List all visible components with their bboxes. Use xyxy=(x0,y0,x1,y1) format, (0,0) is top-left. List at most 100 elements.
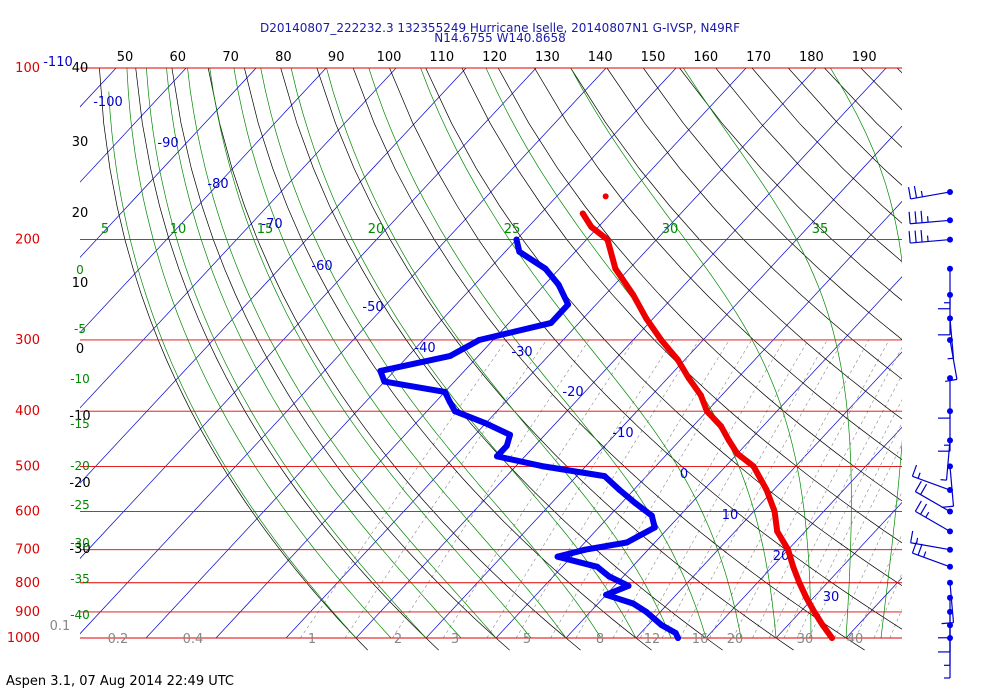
wind-barb-half-flag xyxy=(923,551,927,558)
left-green-label: -40 xyxy=(70,608,90,622)
left-black-label: -20 xyxy=(69,476,90,491)
left-black-label: 40 xyxy=(72,61,89,76)
isotherm-label: -10 xyxy=(612,426,633,441)
wind-barb xyxy=(914,500,953,535)
dewpoint-trace-point xyxy=(675,635,681,641)
mixing-ratio-line xyxy=(575,339,752,639)
mixing-ratio-line xyxy=(834,491,902,639)
dry-adiabat-line xyxy=(824,68,902,148)
mixing-ratio-line xyxy=(796,422,902,639)
mixing-ratio-line xyxy=(300,339,507,639)
wind-barb-dot xyxy=(947,217,953,224)
left-black-label: -30 xyxy=(69,542,90,557)
top-axis-tick-label: 90 xyxy=(328,50,345,65)
dewpoint-trace-point xyxy=(582,546,589,553)
wind-barb-staff xyxy=(912,475,951,491)
moist-adiabat-line xyxy=(326,68,672,639)
wind-barb xyxy=(908,210,953,225)
dewpoint-trace-point xyxy=(606,573,613,580)
temperature-trace-point xyxy=(819,622,826,629)
sounding-traces xyxy=(377,193,835,641)
mixing-ratio-line xyxy=(709,339,870,639)
isotherm-label: -60 xyxy=(311,259,332,274)
wind-barb-dot xyxy=(947,508,953,515)
pressure-label: 800 xyxy=(15,576,40,591)
wind-barb-dot xyxy=(947,265,953,272)
moist-adiabat-line xyxy=(146,68,427,639)
dry-adiabat-line xyxy=(244,68,652,651)
dry-adiabat-line xyxy=(570,68,902,420)
wind-barb-dot xyxy=(947,528,953,535)
wind-barb-dot xyxy=(947,487,953,494)
wind-barb-dot xyxy=(947,188,953,195)
dry-adiabat-line xyxy=(788,68,902,186)
dewpoint-trace-point xyxy=(381,378,388,385)
temperature-trace-point xyxy=(630,291,637,298)
isotherm-label: 20 xyxy=(773,549,790,564)
left-black-label: 20 xyxy=(72,206,89,221)
wind-barb xyxy=(944,635,953,679)
isotherm-line xyxy=(80,68,397,409)
dewpoint-trace-point xyxy=(441,388,448,395)
mixing-ratio-label: 3 xyxy=(451,632,459,647)
dry-adiabat-line xyxy=(606,68,902,380)
wind-barb xyxy=(941,579,955,625)
isotherm-label: 30 xyxy=(823,590,840,605)
moist-adiabat-line xyxy=(187,68,497,639)
wind-barb-staff xyxy=(949,339,958,380)
left-green-label: -10 xyxy=(70,372,90,386)
dry-adiabat-line xyxy=(135,68,439,651)
wind-barb-dot xyxy=(947,635,953,641)
dry-adiabat-line xyxy=(643,68,902,340)
isotherm-line xyxy=(80,68,537,559)
left-green-label: -15 xyxy=(70,417,90,431)
mixing-ratio-line xyxy=(769,374,902,639)
dewpoint-trace-point xyxy=(643,608,650,615)
wind-barb-dot xyxy=(947,315,953,322)
pressure-lines xyxy=(80,67,902,639)
temperature-trace-point xyxy=(796,579,803,586)
dewpoint-trace-point xyxy=(565,301,572,308)
moist-adiabat-line xyxy=(368,68,707,639)
left-black-label: 10 xyxy=(72,276,89,291)
mixing-ratio-label: 40 xyxy=(847,632,864,647)
dry-adiabat-line xyxy=(389,68,902,630)
temperature-trace-point xyxy=(703,408,710,415)
dewpoint-trace-point xyxy=(493,453,500,460)
moist-adiabat-line xyxy=(209,68,532,639)
wind-barb-staff xyxy=(910,238,951,244)
dry-adiabat-line xyxy=(970,68,1000,650)
isotherm-line xyxy=(916,68,1000,638)
wind-barb-staff xyxy=(949,582,955,623)
isotherm-label: -100 xyxy=(93,95,123,110)
isotherm-line xyxy=(80,68,467,484)
wind-barb xyxy=(938,608,953,653)
mixing-ratio-line xyxy=(486,339,674,639)
moist-adiabat-label: 20 xyxy=(368,222,385,237)
isotherm-label: -50 xyxy=(362,300,383,315)
wind-barb-dot xyxy=(947,291,953,298)
moist-adiabat-line xyxy=(260,68,602,639)
isotherm-line xyxy=(80,68,327,334)
temperature-trace-point xyxy=(579,210,586,217)
top-axis-tick-label: 190 xyxy=(852,50,877,65)
dewpoint-trace-point xyxy=(651,524,658,531)
left-green-label: -35 xyxy=(70,572,90,586)
temperature-trace-point xyxy=(785,546,792,553)
pressure-label: 900 xyxy=(15,605,40,620)
mixing-ratio-line xyxy=(550,339,730,639)
dewpoint-trace-point xyxy=(503,442,510,449)
dry-adiabat-line xyxy=(99,68,368,651)
top-axis-tick-label: 140 xyxy=(588,50,613,65)
moist-adiabat-label: 25 xyxy=(504,222,521,237)
moist-adiabat-line xyxy=(830,68,902,639)
wind-barb-dot xyxy=(947,375,953,382)
mixing-ratio-line xyxy=(732,339,890,639)
dewpoint-trace-point xyxy=(516,248,523,255)
top-axis-tick-label: 50 xyxy=(117,50,134,65)
moist-adiabat-line xyxy=(233,68,567,639)
temperature-trace-point xyxy=(604,236,611,243)
dewpoint-trace-point xyxy=(555,281,562,288)
mixing-ratio-line xyxy=(661,339,828,639)
isotherm-line xyxy=(635,351,902,639)
